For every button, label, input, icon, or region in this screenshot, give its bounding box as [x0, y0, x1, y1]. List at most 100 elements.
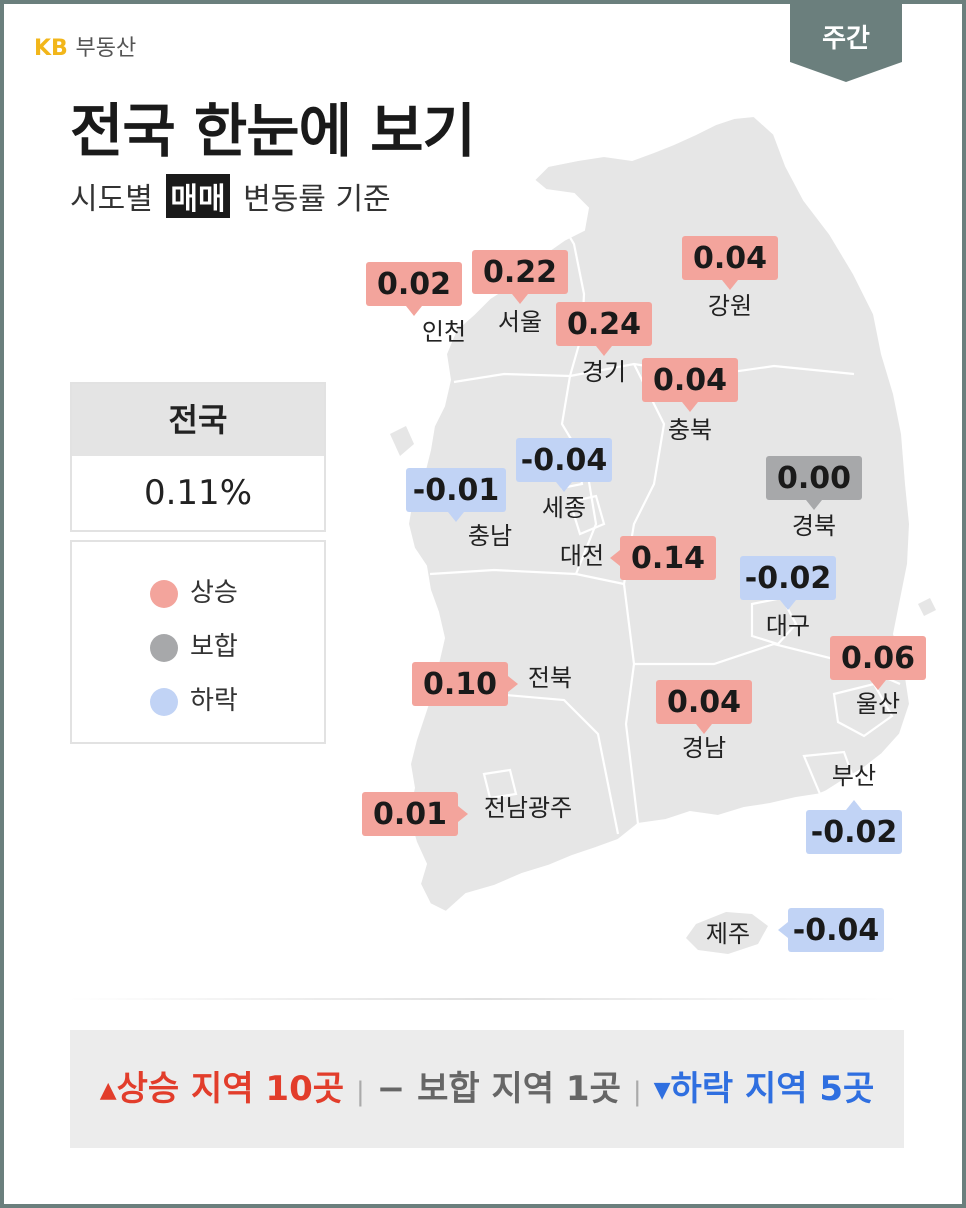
region-value-label: 0.04 — [667, 685, 741, 720]
subtitle-highlight: 매매 — [166, 174, 230, 218]
region-name-label: 전남광주 — [484, 794, 572, 822]
region-name-label: 충남 — [468, 522, 512, 550]
map-markers: 0.02 인천 0.22 서울 0.24 경기 0.04 강원 0.04 충북 -0.04 세종 -0.… — [362, 236, 926, 952]
value-box-pointer — [508, 676, 518, 692]
legend-item-up: 상승 — [150, 572, 238, 609]
region-value-label: -0.01 — [413, 473, 499, 508]
value-box-pointer — [406, 306, 422, 316]
region-value-label: 0.06 — [841, 641, 915, 676]
value-box-pointer — [846, 800, 862, 810]
region-name-label: 경북 — [792, 512, 836, 540]
value-box — [412, 662, 508, 706]
value-box — [516, 438, 612, 482]
region-value-label: 0.14 — [631, 541, 705, 576]
subtitle-pre: 시도별 — [70, 182, 153, 217]
border-gyeongnam — [622, 583, 640, 825]
summary-separator: | — [632, 1077, 642, 1107]
region-value-label: -0.02 — [811, 815, 897, 850]
subtitle-post: 변동률 기준 — [243, 182, 391, 217]
value-box-pointer — [778, 922, 788, 938]
legend-dot-down — [150, 687, 178, 716]
region-name-label: 인천 — [422, 318, 466, 346]
value-box-pointer — [458, 806, 468, 822]
value-box-pointer — [870, 680, 886, 690]
value-box — [806, 810, 902, 854]
value-box-pointer — [448, 512, 464, 522]
map-island-ulleung — [918, 598, 936, 616]
legend-item-flat: 보합 — [150, 626, 238, 663]
region-name-label: 충북 — [668, 416, 712, 444]
value-box — [830, 636, 926, 680]
korea-map: 0.02 인천 0.22 서울 0.24 경기 0.04 강원 0.04 충북 -0.04 세종 -0.… — [362, 114, 936, 954]
section-divider — [68, 998, 898, 1000]
value-box-pointer — [696, 724, 712, 734]
region-name-label: 제주 — [706, 920, 750, 948]
border-jeolla — [429, 568, 625, 586]
region-value-label: 0.04 — [653, 363, 727, 398]
region-name-label: 울산 — [856, 690, 900, 718]
region-value-label: -0.04 — [793, 913, 879, 948]
national-label: 전국 — [72, 384, 324, 456]
border-gwangju — [482, 768, 518, 800]
region-name-label: 세종 — [542, 494, 586, 522]
summary-flat-label: 보합 지역 1곳 — [417, 1069, 621, 1109]
border-ulsan — [832, 682, 894, 738]
value-box — [656, 680, 752, 724]
region-name-label: 경남 — [682, 734, 726, 762]
region-value-label: 0.22 — [483, 255, 557, 290]
brand-name: 부동산 — [75, 36, 137, 61]
value-box — [362, 792, 458, 836]
region-value-label: 0.02 — [377, 267, 451, 302]
value-box — [406, 468, 506, 512]
summary-down: ▼하락 지역 5곳 — [654, 1069, 875, 1109]
summary-bar: ▲상승 지역 10곳 | − 보합 지역 1곳 | ▼하락 지역 5곳 — [70, 1030, 904, 1148]
national-box: 전국 0.11% — [70, 382, 326, 532]
region-name-label: 대전 — [560, 542, 604, 570]
period-tag: 주간 — [790, 4, 902, 82]
value-box — [740, 556, 836, 600]
legend-dot-up — [150, 579, 178, 608]
region-name-label: 전북 — [528, 664, 572, 692]
summary-up-label: 상승 지역 10곳 — [116, 1069, 345, 1109]
value-box-pointer — [682, 402, 698, 412]
region-name-label: 강원 — [708, 292, 752, 320]
dash-icon: − — [376, 1069, 418, 1109]
value-box — [788, 908, 884, 952]
legend-label-up: 상승 — [190, 578, 238, 608]
national-value: 0.11% — [143, 473, 252, 513]
period-tag-label: 주간 — [822, 24, 870, 54]
value-box — [472, 250, 568, 294]
value-box-pointer — [512, 294, 528, 304]
value-box — [766, 456, 862, 500]
value-box-pointer — [780, 600, 796, 610]
map-jeju — [686, 912, 768, 954]
brand-kb: KB — [34, 36, 68, 61]
border-busan — [802, 750, 856, 796]
value-box — [366, 262, 462, 306]
region-value-label: 0.00 — [777, 461, 851, 496]
region-name-label: 서울 — [498, 308, 542, 336]
summary-separator: | — [356, 1077, 365, 1107]
border-daejeon — [568, 494, 606, 536]
value-box-pointer — [596, 346, 612, 356]
legend-label-flat: 보합 — [190, 632, 238, 662]
summary-flat: − 보합 지역 1곳 — [377, 1069, 621, 1109]
page-subtitle: 시도별 매매 변동률 기준 — [70, 174, 391, 218]
down-triangle-icon: ▼ — [653, 1078, 671, 1103]
region-name-label: 부산 — [832, 762, 876, 790]
value-box-pointer — [556, 482, 572, 492]
value-box-pointer — [806, 500, 822, 510]
legend-dot-flat — [150, 633, 178, 662]
legend-label-down: 하락 — [190, 686, 238, 716]
summary-down-label: 하락 지역 5곳 — [670, 1069, 875, 1109]
value-box — [682, 236, 778, 280]
value-box-pointer — [610, 550, 620, 566]
up-triangle-icon: ▲ — [99, 1078, 117, 1103]
page-title: 전국 한눈에 보기 — [70, 97, 476, 165]
region-value-label: 0.04 — [693, 241, 767, 276]
brand-logo: KB 부동산 — [34, 30, 136, 62]
border-gyeonggi-gangwon — [543, 193, 586, 377]
region-value-label: 0.24 — [567, 307, 641, 342]
summary-up: ▲상승 지역 10곳 — [100, 1069, 344, 1109]
